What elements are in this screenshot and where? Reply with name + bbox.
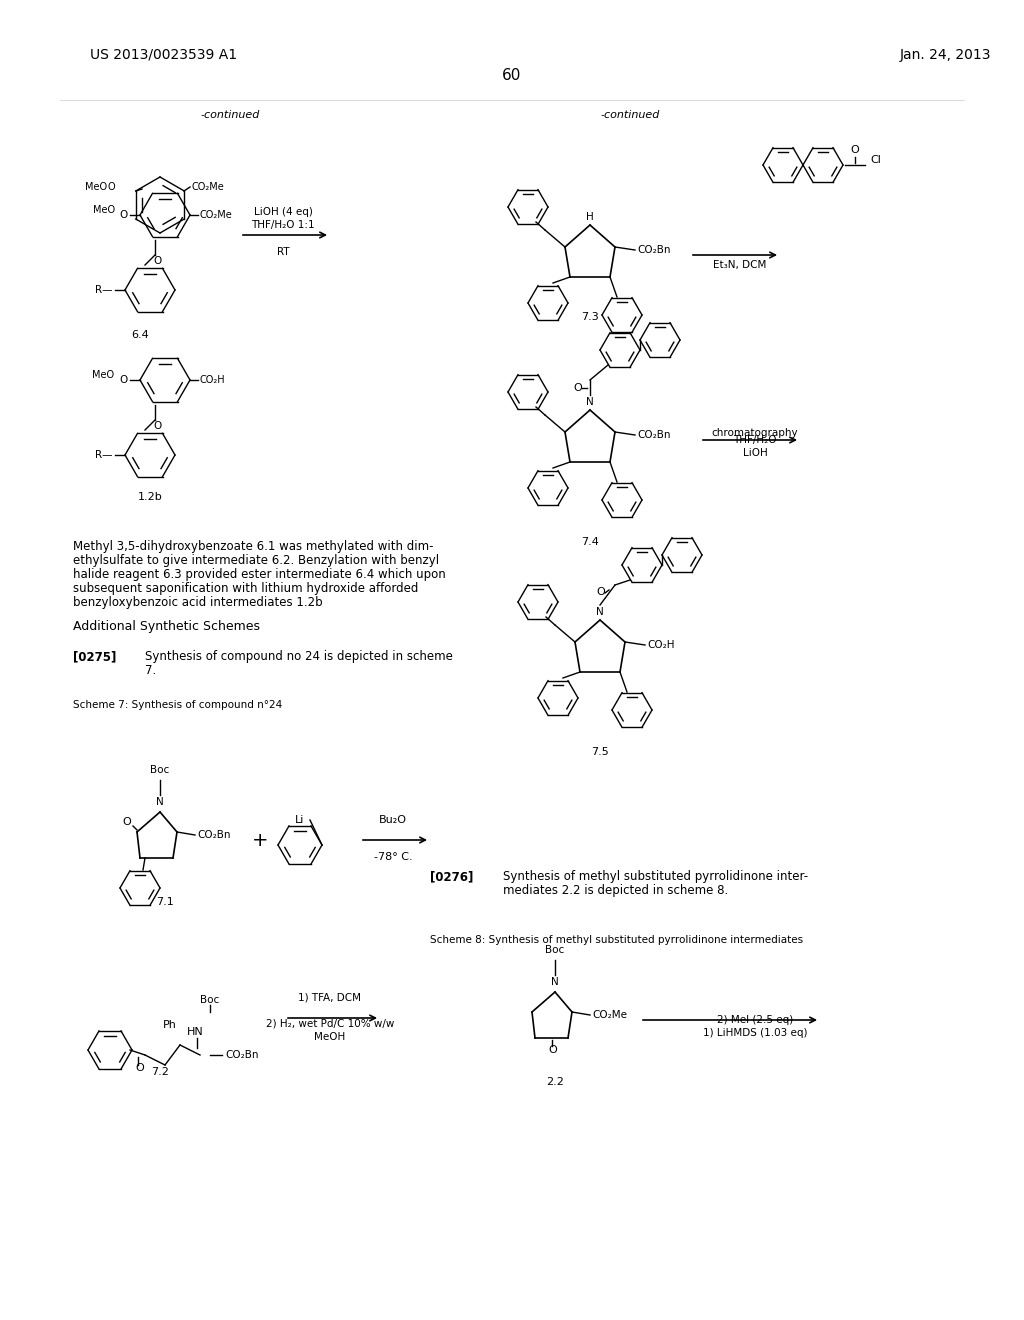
Text: 7.3: 7.3 (582, 312, 599, 322)
Text: benzyloxybenzoic acid intermediates 1.2b: benzyloxybenzoic acid intermediates 1.2b (73, 597, 323, 609)
Text: CO₂H: CO₂H (647, 640, 675, 649)
Text: -78° C.: -78° C. (374, 851, 413, 862)
Text: 7.1: 7.1 (156, 898, 174, 907)
Text: MeO: MeO (92, 370, 114, 380)
Text: +: + (252, 830, 268, 850)
Text: 2.2: 2.2 (546, 1077, 564, 1086)
Text: O: O (154, 421, 162, 432)
Text: RT: RT (276, 247, 290, 257)
Text: O: O (154, 256, 162, 267)
Text: 6.4: 6.4 (131, 330, 148, 341)
Text: 1) LiHMDS (1.03 eq): 1) LiHMDS (1.03 eq) (702, 1028, 807, 1038)
Text: CO₂Me: CO₂Me (200, 210, 232, 220)
Text: MeOH: MeOH (314, 1032, 346, 1041)
Text: HN: HN (186, 1027, 204, 1038)
Text: Methyl 3,5-dihydroxybenzoate 6.1 was methylated with dim-: Methyl 3,5-dihydroxybenzoate 6.1 was met… (73, 540, 433, 553)
Text: O: O (120, 375, 128, 385)
Text: 7.4: 7.4 (581, 537, 599, 546)
Text: 1.2b: 1.2b (137, 492, 163, 502)
Text: ethylsulfate to give intermediate 6.2. Benzylation with benzyl: ethylsulfate to give intermediate 6.2. B… (73, 554, 439, 568)
Text: CO₂Me: CO₂Me (193, 182, 224, 191)
Text: LiOH: LiOH (742, 447, 767, 458)
Text: Cl: Cl (870, 154, 881, 165)
Text: N: N (596, 607, 604, 616)
Text: subsequent saponification with lithium hydroxide afforded: subsequent saponification with lithium h… (73, 582, 419, 595)
Text: Ph: Ph (163, 1020, 177, 1030)
Text: Boc: Boc (151, 766, 170, 775)
Text: CO₂Bn: CO₂Bn (197, 830, 230, 840)
Text: -continued: -continued (201, 110, 260, 120)
Text: MeO: MeO (93, 205, 115, 215)
Text: 60: 60 (503, 67, 521, 82)
Text: Boc: Boc (546, 945, 564, 954)
Text: chromatography: chromatography (712, 428, 799, 438)
Text: 2) MeI (2.5 eq): 2) MeI (2.5 eq) (717, 1015, 794, 1026)
Text: CO₂Bn: CO₂Bn (637, 430, 671, 440)
Text: 7.2: 7.2 (152, 1067, 169, 1077)
Text: -continued: -continued (600, 110, 659, 120)
Text: O: O (120, 210, 128, 220)
Text: Synthesis of compound no 24 is depicted in scheme: Synthesis of compound no 24 is depicted … (145, 649, 453, 663)
Text: MeO: MeO (85, 182, 106, 191)
Text: Jan. 24, 2013: Jan. 24, 2013 (900, 48, 991, 62)
Text: O: O (549, 1045, 557, 1055)
Text: Li: Li (295, 814, 305, 825)
Text: O: O (108, 182, 115, 191)
Text: R—: R— (94, 450, 112, 459)
Text: N: N (586, 397, 594, 407)
Text: N: N (156, 797, 164, 807)
Text: Scheme 7: Synthesis of compound n°24: Scheme 7: Synthesis of compound n°24 (73, 700, 283, 710)
Text: LiOH (4 eq): LiOH (4 eq) (254, 207, 312, 216)
Text: 7.: 7. (145, 664, 157, 677)
Text: CO₂H: CO₂H (200, 375, 225, 385)
Text: [0275]: [0275] (73, 649, 117, 663)
Text: Et₃N, DCM: Et₃N, DCM (714, 260, 767, 271)
Text: CO₂Bn: CO₂Bn (637, 246, 671, 255)
Text: H: H (586, 213, 594, 222)
Text: Bu₂O: Bu₂O (379, 814, 407, 825)
Text: N: N (551, 977, 559, 987)
Text: 2) H₂, wet Pd/C 10% w/w: 2) H₂, wet Pd/C 10% w/w (266, 1018, 394, 1028)
Text: mediates 2.2 is depicted in scheme 8.: mediates 2.2 is depicted in scheme 8. (503, 884, 728, 898)
Text: Synthesis of methyl substituted pyrrolidinone inter-: Synthesis of methyl substituted pyrrolid… (503, 870, 808, 883)
Text: O: O (123, 817, 131, 828)
Text: O: O (596, 587, 605, 597)
Text: Additional Synthetic Schemes: Additional Synthetic Schemes (73, 620, 260, 634)
Text: 1) TFA, DCM: 1) TFA, DCM (299, 993, 361, 1003)
Text: Boc: Boc (201, 995, 219, 1005)
Text: [0276]: [0276] (430, 870, 473, 883)
Text: US 2013/0023539 A1: US 2013/0023539 A1 (90, 48, 238, 62)
Text: CO₂Bn: CO₂Bn (225, 1049, 258, 1060)
Text: O: O (135, 1063, 144, 1073)
Text: THF/H₂O: THF/H₂O (733, 436, 777, 445)
Text: CO₂Me: CO₂Me (592, 1010, 627, 1020)
Text: THF/H₂O 1:1: THF/H₂O 1:1 (251, 220, 314, 230)
Text: O: O (573, 383, 582, 393)
Text: O: O (851, 145, 859, 154)
Text: Scheme 8: Synthesis of methyl substituted pyrrolidinone intermediates: Scheme 8: Synthesis of methyl substitute… (430, 935, 803, 945)
Text: 7.5: 7.5 (591, 747, 609, 756)
Text: halide reagent 6.3 provided ester intermediate 6.4 which upon: halide reagent 6.3 provided ester interm… (73, 568, 445, 581)
Text: R—: R— (94, 285, 112, 294)
